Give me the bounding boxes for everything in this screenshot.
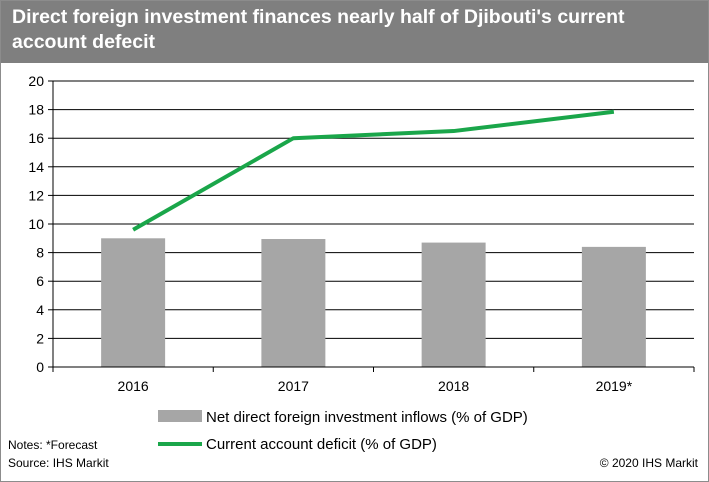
series-line [132,109,615,232]
y-axis-ticks: 0 2 4 6 8 10 12 14 16 18 20 [28,73,53,375]
x-axis-ticks: 2016 2017 2018 2019* [52,367,695,394]
legend: Net direct foreign investment inflows (%… [158,409,528,453]
bar-series [101,238,646,367]
bar [101,238,166,367]
x-tick-label: 2016 [118,378,149,394]
notes-text: Notes: *Forecast [8,438,98,452]
legend-swatch-bar [158,410,202,422]
y-tick-label: 12 [28,187,44,203]
chart-title: Direct foreign investment finances nearl… [12,6,625,53]
x-tick-label: 2019* [596,378,633,394]
legend-label-bar: Net direct foreign investment inflows (%… [206,409,528,426]
bar [261,239,326,367]
copyright-text: © 2020 IHS Markit [600,456,699,470]
y-tick-label: 4 [36,302,44,318]
legend-label-line: Current account deficit (% of GDP) [206,436,437,453]
source-text: Source: IHS Markit [8,456,109,470]
bar [421,242,486,367]
y-tick-label: 6 [36,273,44,289]
chart-svg: 0 2 4 6 8 10 12 14 16 18 20 2016 2017 2018 2019* Net … [8,73,699,470]
axes [48,81,694,368]
title-bar: Direct foreign investment finances nearl… [1,1,708,63]
y-tick-label: 0 [36,359,44,375]
x-tick-label: 2017 [278,378,309,394]
y-tick-label: 18 [28,102,44,118]
y-tick-label: 2 [36,330,44,346]
y-tick-label: 8 [36,245,44,261]
y-tick-label: 16 [28,130,44,146]
line-series [132,109,615,232]
bar [581,246,646,367]
y-tick-label: 10 [28,216,44,232]
y-tick-label: 20 [28,73,44,89]
x-tick-label: 2018 [438,378,469,394]
y-tick-label: 14 [28,159,44,175]
